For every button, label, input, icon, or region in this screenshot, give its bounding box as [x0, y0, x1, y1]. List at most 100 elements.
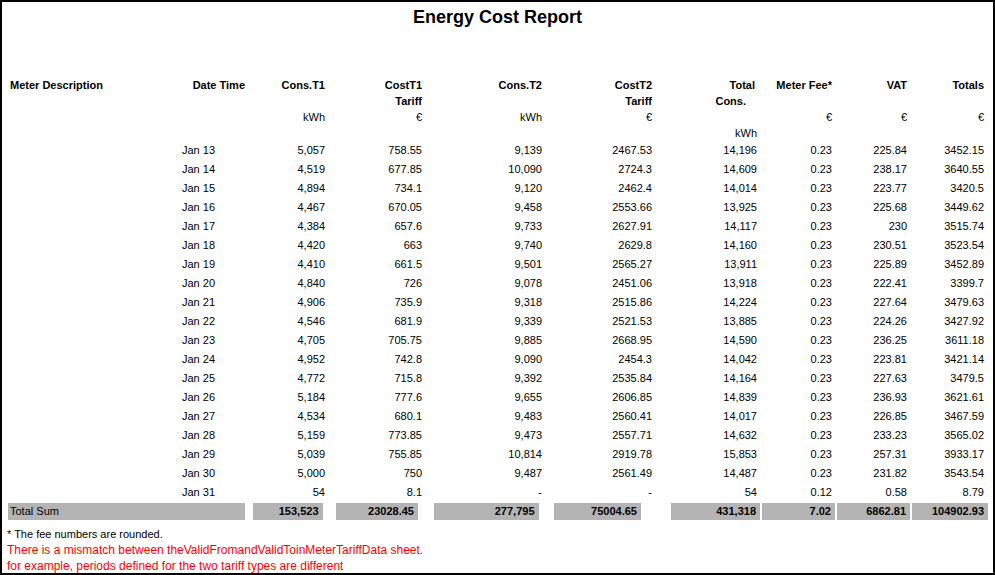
table-cell-vat: 227.63 [836, 369, 911, 388]
table-row: Jan 144,519677.8510,0902724.314,6090.232… [8, 160, 988, 179]
table-cell-cost_t2_tariff: 2535.84 [546, 369, 656, 388]
column-header-vat-unit: € [836, 109, 911, 125]
table-cell-cons_t2: 10,090 [426, 160, 546, 179]
column-header-vat-sub [836, 93, 911, 109]
table-cell-total_cons: 14,590 [656, 331, 761, 350]
table-cell-meter_description [8, 274, 171, 293]
table-cell-meter_description [8, 255, 171, 274]
table-cell-total_cons: 14,224 [656, 293, 761, 312]
table-cell-vat: 223.81 [836, 350, 911, 369]
table-cell-cost_t1_tariff: 773.85 [329, 426, 426, 445]
table-cell-cons_t2: - [426, 483, 546, 503]
table-cell-meter_description [8, 179, 171, 198]
table-cell-date_time: Jan 19 [171, 255, 249, 274]
table-cell-date_time: Jan 14 [171, 160, 249, 179]
table-cell-date_time: Jan 16 [171, 198, 249, 217]
table-row: Jan 194,410661.59,5012565.2713,9110.2322… [8, 255, 988, 274]
table-cell-cons_t2: 9,655 [426, 388, 546, 407]
table-cell-meter_description [8, 388, 171, 407]
table-cell-totals: 3452.89 [911, 255, 988, 274]
table-cell-cost_t1_tariff: 663 [329, 236, 426, 255]
table-cell-cons_t1: 54 [249, 483, 329, 503]
table-row: Jan 305,0007509,4872561.4914,4870.23231.… [8, 464, 988, 483]
column-header-meter_fee-unit2 [761, 125, 836, 141]
table-cell-meter_fee: 0.23 [761, 445, 836, 464]
table-cell-meter_fee: 0.23 [761, 141, 836, 160]
table-cell-cons_t2: 9,458 [426, 198, 546, 217]
column-header-total_cons-unit [656, 109, 761, 125]
table-cell-total_cons: 14,014 [656, 179, 761, 198]
table-cell-meter_fee: 0.23 [761, 179, 836, 198]
table-cell-date_time: Jan 25 [171, 369, 249, 388]
table-cell-cons_t1: 4,420 [249, 236, 329, 255]
table-cell-cons_t2: 9,733 [426, 217, 546, 236]
column-header-meter_description-unit [8, 109, 171, 125]
table-cell-cost_t2_tariff: 2467.53 [546, 141, 656, 160]
table-cell-meter_fee: 0.23 [761, 407, 836, 426]
column-header-cost_t1_tariff-unit: € [329, 109, 426, 125]
table-cell-vat: 238.17 [836, 160, 911, 179]
table-cell-total_cons: 14,839 [656, 388, 761, 407]
total-cell-totals: 104902.93 [911, 503, 988, 521]
table-cell-meter_fee: 0.23 [761, 426, 836, 445]
total-sum-label: Total Sum [8, 503, 249, 521]
table-cell-cons_t1: 4,906 [249, 293, 329, 312]
table-cell-cons_t2: 9,139 [426, 141, 546, 160]
table-cell-cons_t1: 5,000 [249, 464, 329, 483]
header-row-sub: TariffTariffCons. [8, 93, 988, 109]
total-cell-cost_t1_tariff: 23028.45 [329, 503, 426, 521]
table-cell-cons_t2: 9,339 [426, 312, 546, 331]
column-header-cost_t2_tariff-unit2 [546, 125, 656, 141]
table-cell-cost_t2_tariff: - [546, 483, 656, 503]
table-row: Jan 214,906735.99,3182515.8614,2240.2322… [8, 293, 988, 312]
table-cell-vat: 257.31 [836, 445, 911, 464]
table-cell-meter_description [8, 407, 171, 426]
column-header-meter_description-label: Meter Description [8, 77, 171, 93]
table-cell-date_time: Jan 24 [171, 350, 249, 369]
table-cell-cons_t2: 9,078 [426, 274, 546, 293]
table-cell-date_time: Jan 28 [171, 426, 249, 445]
table-body: Jan 135,057758.559,1392467.5314,1960.232… [8, 141, 988, 521]
table-cell-cons_t1: 5,184 [249, 388, 329, 407]
table-cell-meter_fee: 0.23 [761, 217, 836, 236]
table-cell-cost_t2_tariff: 2462.4 [546, 179, 656, 198]
table-cell-date_time: Jan 30 [171, 464, 249, 483]
table-row: Jan 265,184777.69,6552606.8514,8390.2323… [8, 388, 988, 407]
table-cell-cons_t2: 9,473 [426, 426, 546, 445]
table-cell-date_time: Jan 27 [171, 407, 249, 426]
table-cell-cons_t1: 4,952 [249, 350, 329, 369]
table-cell-totals: 3479.5 [911, 369, 988, 388]
table-row: Jan 234,705705.759,8852668.9514,5900.232… [8, 331, 988, 350]
table-cell-total_cons: 14,164 [656, 369, 761, 388]
table-cell-cost_t2_tariff: 2560.41 [546, 407, 656, 426]
table-cell-totals: 3467.59 [911, 407, 988, 426]
column-header-cons_t1-unit2 [249, 125, 329, 141]
column-header-cost_t2_tariff-sub: Tariff [546, 93, 656, 109]
table-cell-cons_t2: 10,814 [426, 445, 546, 464]
column-header-totals-unit2 [911, 125, 988, 141]
table-row: Jan 31548.1--540.120.588.79 [8, 483, 988, 503]
table-cell-total_cons: 14,487 [656, 464, 761, 483]
table-cell-totals: 3479.63 [911, 293, 988, 312]
table-cell-cost_t2_tariff: 2454.3 [546, 350, 656, 369]
table-cell-totals: 3427.92 [911, 312, 988, 331]
table-cell-meter_fee: 0.23 [761, 236, 836, 255]
table-cell-meter_description [8, 445, 171, 464]
report-page: Energy Cost Report Meter DescriptionDate… [0, 0, 995, 575]
warning-line-2: for example, periods defined for the two… [7, 558, 993, 574]
table-cell-cost_t2_tariff: 2515.86 [546, 293, 656, 312]
table-cell-totals: 3421.14 [911, 350, 988, 369]
table-cell-vat: 226.85 [836, 407, 911, 426]
column-header-cons_t1-unit: kWh [249, 109, 329, 125]
column-header-meter_fee-sub [761, 93, 836, 109]
table-cell-cost_t2_tariff: 2451.06 [546, 274, 656, 293]
table-cell-date_time: Jan 15 [171, 179, 249, 198]
table-cell-total_cons: 14,632 [656, 426, 761, 445]
table-cell-cost_t1_tariff: 734.1 [329, 179, 426, 198]
table-cell-totals: 3449.62 [911, 198, 988, 217]
table-cell-meter_fee: 0.23 [761, 160, 836, 179]
table-cell-vat: 231.82 [836, 464, 911, 483]
table-cell-meter_description [8, 141, 171, 160]
table-cell-vat: 236.25 [836, 331, 911, 350]
table-cell-meter_description [8, 483, 171, 503]
